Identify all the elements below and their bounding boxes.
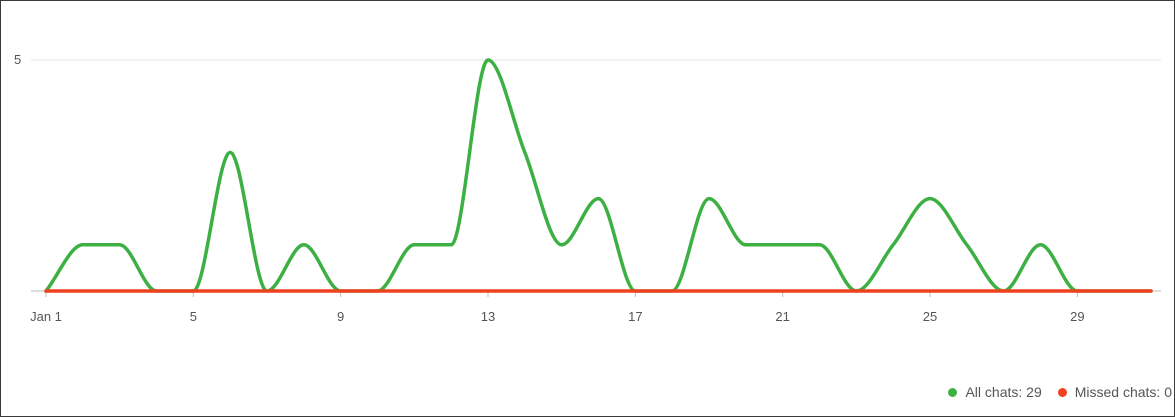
legend-dot-missed-chats — [1057, 387, 1067, 397]
legend-item-all-chats[interactable]: All chats: 29 — [948, 384, 1042, 400]
legend-label-missed-chats: Missed chats: 0 — [1074, 384, 1172, 400]
y-axis: 5 — [14, 52, 21, 67]
x-tick-label: 17 — [628, 309, 642, 324]
chart-legend: All chats: 29 Missed chats: 0 — [948, 384, 1172, 400]
legend-label-all-chats: All chats: 29 — [965, 384, 1042, 400]
series-points-all-chats — [46, 60, 1151, 291]
x-axis: Jan 1 5 9 13 17 21 25 29 — [30, 291, 1085, 324]
y-tick-label: 5 — [14, 52, 21, 67]
x-tick-label: 9 — [337, 309, 344, 324]
x-tick-label: 21 — [775, 309, 789, 324]
x-tick-label: 13 — [481, 309, 495, 324]
x-tick-label: 25 — [923, 309, 937, 324]
x-tick-label: Jan 1 — [30, 309, 62, 324]
series-line-all-chats — [44, 58, 1153, 293]
legend-item-missed-chats[interactable]: Missed chats: 0 — [1057, 384, 1172, 400]
x-tick-label: 5 — [190, 309, 197, 324]
legend-dot-all-chats — [948, 387, 958, 397]
x-tick-label: 29 — [1070, 309, 1084, 324]
